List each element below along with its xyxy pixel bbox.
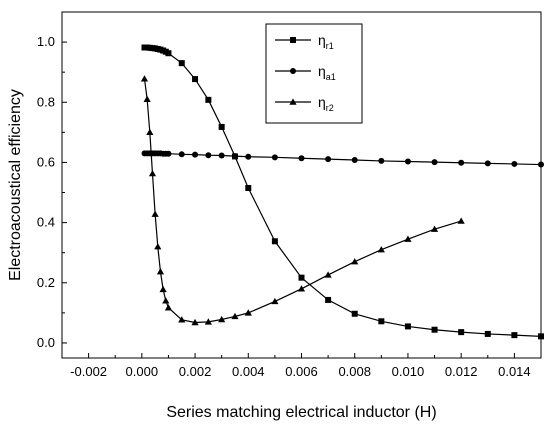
x-tick-label: 0.000 — [126, 364, 159, 379]
data-point-r1 — [404, 323, 411, 330]
data-point-r1 — [351, 310, 358, 317]
data-point-r2 — [140, 75, 149, 82]
series-a1 — [141, 150, 544, 168]
legend-box — [265, 23, 363, 124]
series-r2 — [140, 75, 465, 326]
y-axis-title: Electroacoustical efficiency — [7, 89, 24, 281]
series-line-r2 — [143, 78, 462, 324]
data-point-a1 — [378, 157, 385, 164]
data-point-r1 — [271, 238, 278, 245]
data-point-r1 — [245, 185, 252, 192]
data-point-r2 — [231, 312, 239, 320]
x-tick-label: 0.012 — [445, 364, 478, 379]
series-layer — [140, 44, 544, 340]
data-point-r2 — [430, 225, 439, 232]
data-point-r2 — [151, 210, 159, 217]
legend-marker-r1 — [290, 37, 296, 43]
data-point-r1 — [205, 96, 212, 103]
data-point-r2 — [457, 217, 465, 224]
data-point-r2 — [154, 243, 162, 250]
data-point-r1 — [511, 332, 518, 339]
data-point-r2 — [351, 258, 359, 265]
data-point-a1 — [431, 159, 438, 166]
data-point-r2 — [244, 309, 252, 316]
data-point-a1 — [351, 157, 358, 164]
data-point-r2 — [143, 95, 151, 102]
data-point-r2 — [218, 315, 226, 323]
data-point-r1 — [178, 60, 185, 67]
y-tick-label: 1.0 — [37, 34, 55, 49]
data-point-r1 — [538, 333, 544, 340]
data-point-a1 — [205, 152, 212, 159]
x-tick-label: 0.002 — [179, 364, 212, 379]
data-point-r2 — [148, 169, 157, 177]
y-tick-label: 0.2 — [37, 275, 55, 290]
data-point-r2 — [324, 271, 332, 278]
data-point-r1 — [325, 296, 332, 303]
data-point-r1 — [458, 329, 465, 336]
x-tick-label: -0.002 — [70, 364, 107, 379]
data-point-a1 — [404, 158, 411, 165]
data-point-r2 — [404, 235, 412, 242]
data-point-a1 — [218, 152, 225, 159]
data-point-a1 — [245, 153, 252, 160]
data-point-a1 — [538, 161, 544, 168]
data-point-r2 — [164, 304, 173, 311]
x-tick-label: 0.010 — [392, 364, 425, 379]
y-tick-label: 0.4 — [37, 215, 55, 230]
x-tick-label: 0.014 — [498, 364, 531, 379]
y-tick-label: 0.6 — [37, 154, 55, 169]
data-point-r1 — [484, 330, 491, 337]
x-axis-title: Series matching electrical inductor (H) — [166, 404, 436, 421]
data-point-r2 — [159, 285, 167, 293]
y-tick-label: 0.8 — [37, 94, 55, 109]
data-point-a1 — [178, 151, 185, 158]
data-point-r2 — [271, 297, 279, 305]
data-point-r2 — [377, 246, 385, 253]
data-point-r1 — [218, 123, 225, 130]
data-point-r2 — [162, 297, 170, 304]
data-point-r2 — [156, 268, 165, 275]
axes: -0.002 0.000 0.002 0.004 0.006 0.008 0.010 0.01… — [37, 11, 542, 379]
data-point-r2 — [146, 128, 154, 136]
data-point-r1 — [431, 326, 438, 333]
legend-marker-a1 — [290, 68, 296, 74]
series-line-a1 — [144, 152, 542, 166]
series-r1 — [141, 44, 544, 340]
y-tick-label: 0.0 — [37, 335, 55, 350]
x-tick-label: 0.004 — [232, 364, 265, 379]
data-point-r2 — [178, 316, 186, 323]
data-point-a1 — [231, 153, 238, 160]
data-point-a1 — [192, 151, 199, 158]
data-point-a1 — [458, 159, 465, 166]
data-point-a1 — [298, 155, 305, 162]
data-point-a1 — [165, 150, 172, 157]
data-point-r1 — [192, 76, 199, 83]
data-point-r2 — [204, 318, 212, 325]
data-point-a1 — [325, 156, 332, 163]
x-tick-label: 0.008 — [338, 364, 371, 379]
data-point-r1 — [378, 318, 385, 325]
x-tick-label: 0.006 — [285, 364, 318, 379]
data-point-a1 — [271, 154, 278, 161]
data-point-a1 — [484, 160, 491, 167]
data-point-r2 — [191, 318, 199, 326]
data-point-r1 — [298, 274, 305, 281]
legend-marker-r2 — [289, 98, 297, 105]
data-point-r2 — [297, 285, 306, 292]
data-point-a1 — [511, 160, 518, 167]
data-point-r1 — [165, 50, 172, 57]
